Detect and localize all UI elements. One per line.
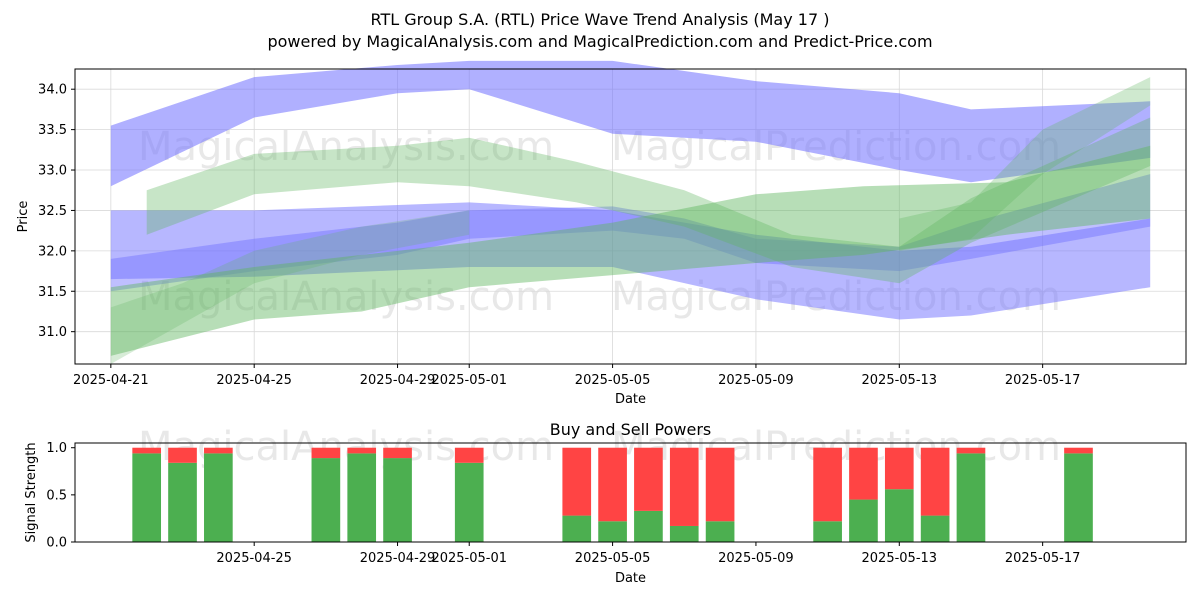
- buy-bar: [132, 453, 162, 542]
- sell-bar: [311, 447, 341, 459]
- buy-bar: [705, 521, 735, 542]
- price-y-tick-label: 34.0: [38, 83, 67, 98]
- price-plot: 31.0 31.5 32.0 32.5 33.0 33.5 34.0 2025-04-21 20…: [16, 60, 1187, 407]
- buy-bar: [884, 489, 914, 542]
- price-x-axis-label: Date: [615, 392, 646, 407]
- price-y-tick-label: 31.0: [38, 325, 67, 340]
- sell-bar: [920, 447, 950, 516]
- signal-plot: Buy and Sell Powers 0.0 0.5 1.0 2025-04-25 20…: [24, 420, 1187, 586]
- signal-y-axis-label: Signal Strength: [24, 442, 39, 542]
- price-x-tick-label: 2025-05-01: [431, 373, 507, 388]
- sell-bar: [956, 447, 986, 454]
- sell-bar: [849, 447, 878, 500]
- wave-band-blue-lower-band: [110, 202, 1151, 320]
- sell-bar: [884, 447, 914, 490]
- sell-bar: [562, 447, 592, 516]
- price-y-tick-label: 33.0: [38, 164, 67, 179]
- price-x-tick-label: 2025-04-29: [360, 373, 436, 388]
- buy-bar: [1064, 453, 1093, 542]
- price-y-tick-label: 32.0: [38, 244, 67, 259]
- signal-x-tick-label: 2025-04-25: [216, 551, 292, 566]
- sell-bar: [634, 447, 663, 511]
- wave-band-green-upper-band: [146, 117, 1151, 284]
- signal-x-tick-label: 2025-04-29: [360, 551, 436, 566]
- price-x-tick-label: 2025-05-13: [862, 373, 938, 388]
- signal-chart-title: Buy and Sell Powers: [550, 420, 712, 439]
- signal-x-tick-label: 2025-05-05: [575, 551, 651, 566]
- buy-bar: [813, 521, 842, 542]
- sell-bar: [168, 447, 197, 463]
- buy-bar: [168, 462, 197, 542]
- signal-plot-frame: [74, 442, 1187, 543]
- buy-bar: [347, 453, 377, 542]
- wave-band-green-rise-band: [899, 77, 1151, 251]
- buy-bar: [454, 462, 484, 542]
- sell-bar: [705, 447, 735, 522]
- price-plot-frame: [74, 68, 1187, 365]
- price-x-tick-label: 2025-05-17: [1005, 373, 1081, 388]
- price-x-tick-label: 2025-04-25: [216, 373, 292, 388]
- price-y-tick-label: 32.5: [38, 204, 67, 219]
- price-y-tick-label: 31.5: [38, 285, 67, 300]
- buy-bar: [956, 453, 986, 542]
- chart-title: RTL Group S.A. (RTL) Price Wave Trend An…: [370, 10, 830, 29]
- sell-bar: [1064, 447, 1093, 454]
- buy-bar: [311, 458, 341, 542]
- sell-bar: [813, 447, 842, 522]
- signal-y-tick-label: 0.5: [46, 488, 67, 503]
- wave-band-blue-upper-band: [110, 60, 1151, 187]
- wave-band-blue-middle-band: [110, 174, 1151, 292]
- price-y-axis-label: Price: [16, 201, 31, 233]
- watermark-text: MagicalAnalysis.com: [138, 424, 554, 470]
- wave-band-green-lower-band: [110, 145, 1151, 356]
- signal-x-tick-label: 2025-05-17: [1005, 551, 1081, 566]
- signal-x-tick-label: 2025-05-13: [862, 551, 938, 566]
- sell-bar: [204, 447, 233, 454]
- buy-bar: [669, 525, 699, 542]
- sell-bar: [669, 447, 699, 526]
- sell-bar: [383, 447, 412, 459]
- buy-bar: [383, 458, 412, 542]
- price-y-tick-label: 33.5: [38, 123, 67, 138]
- signal-x-axis-label: Date: [615, 571, 646, 586]
- buy-bar: [562, 515, 592, 542]
- signal-x-tick-label: 2025-05-09: [718, 551, 794, 566]
- buy-bar: [598, 521, 627, 542]
- signal-y-tick-label: 0.0: [46, 536, 67, 551]
- buy-bar: [849, 499, 878, 542]
- sell-bar: [132, 447, 162, 454]
- wave-band-green-lower-outline: [110, 210, 470, 364]
- buy-bar: [204, 453, 233, 542]
- sell-bar: [454, 447, 484, 463]
- signal-y-tick-label: 1.0: [46, 441, 67, 456]
- price-x-tick-label: 2025-05-05: [575, 373, 651, 388]
- sell-bar: [347, 447, 377, 454]
- watermark-text: MagicalAnalysis.com: [138, 274, 554, 320]
- price-x-tick-label: 2025-05-09: [718, 373, 794, 388]
- price-x-tick-label: 2025-04-21: [73, 373, 149, 388]
- sell-bar: [598, 447, 627, 522]
- buy-bar: [920, 515, 950, 542]
- signal-x-tick-label: 2025-05-01: [431, 551, 507, 566]
- chart-subtitle: powered by MagicalAnalysis.com and Magic…: [267, 32, 933, 51]
- buy-bar: [634, 510, 663, 542]
